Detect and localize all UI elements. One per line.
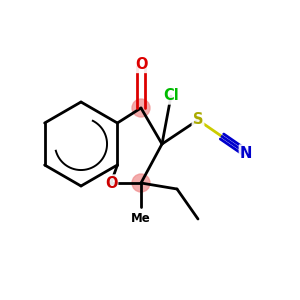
Circle shape (132, 99, 150, 117)
Text: Cl: Cl (163, 88, 179, 104)
Text: Me: Me (131, 212, 151, 224)
Text: N: N (240, 146, 252, 160)
Text: S: S (193, 112, 203, 128)
Circle shape (132, 174, 150, 192)
Text: O: O (105, 176, 117, 190)
Text: O: O (135, 57, 147, 72)
